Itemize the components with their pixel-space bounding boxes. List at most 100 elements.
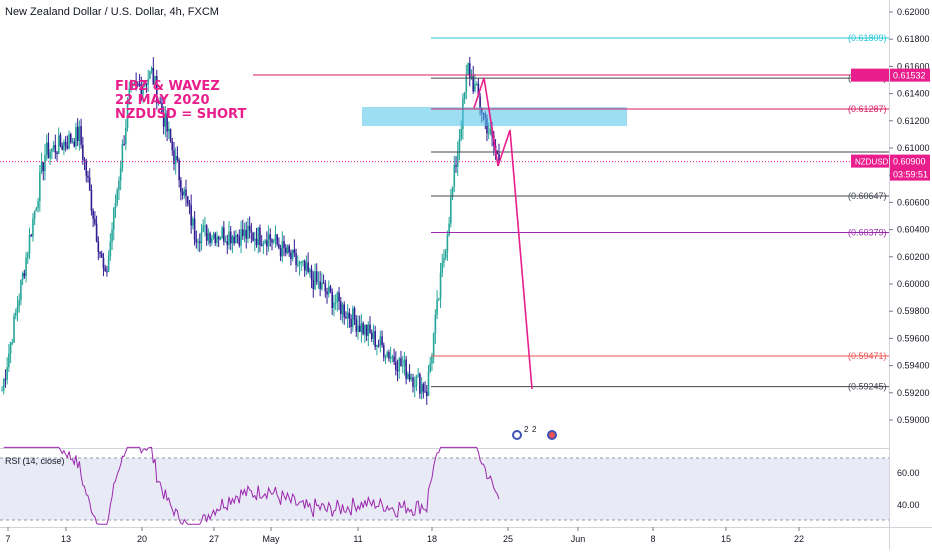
candle-body (233, 236, 235, 244)
candle-body (107, 256, 110, 272)
price-tick-label: 0.60400 (897, 225, 930, 235)
candle-body (26, 253, 29, 258)
candle-body (479, 96, 481, 108)
candle-body (226, 241, 229, 245)
candle-body (353, 308, 356, 320)
candle-body (463, 92, 466, 99)
candle-body (250, 230, 253, 233)
candle-body (137, 83, 139, 85)
candle-body (223, 227, 225, 242)
rsi-tick-label: 60.00 (897, 468, 920, 478)
candle-body (298, 262, 301, 265)
candle-body (214, 233, 217, 243)
candle-body (444, 251, 447, 258)
candle-body (327, 286, 330, 295)
candle-body (102, 257, 105, 269)
candle-body (334, 302, 337, 304)
candle-body (302, 260, 304, 262)
symbol-tag-label: NZDUSD (855, 158, 889, 167)
candle-body (25, 257, 27, 277)
candle-body (188, 203, 191, 206)
candle-body (465, 74, 468, 93)
candle-body (202, 225, 205, 232)
candle-body (405, 359, 407, 379)
candle-body (90, 189, 93, 211)
candle-body (346, 312, 349, 319)
price-tick-label: 0.61400 (897, 89, 930, 99)
fib-level-label: (0.61809) (848, 33, 887, 43)
candle-body (192, 218, 194, 226)
candle-body (112, 207, 115, 230)
candle-body (413, 386, 416, 388)
candle-body (243, 229, 246, 237)
time-tick-label: 8 (650, 534, 655, 544)
symbol-tag-bg (851, 154, 889, 168)
candle-body (264, 240, 266, 243)
candle-body (28, 234, 31, 254)
candle-body (300, 261, 303, 263)
price-tick-label: 0.59600 (897, 333, 930, 343)
candle-body (296, 264, 299, 266)
candle-body (162, 112, 165, 127)
candle-body (228, 231, 230, 245)
candle-body (49, 152, 51, 159)
time-tick-label: 25 (503, 534, 513, 544)
time-tick-label: May (262, 534, 280, 544)
candle-body (248, 225, 251, 231)
candle-body (333, 302, 335, 308)
candle-body (269, 234, 272, 240)
candle-body (436, 299, 438, 315)
candle-body (138, 84, 141, 86)
price-tick-label: 0.59400 (897, 361, 930, 371)
candle-body (271, 239, 273, 243)
candle-body (78, 126, 81, 142)
candle-body (252, 232, 254, 241)
resistance-zone (362, 107, 627, 126)
fib-level-label: (0.60379) (848, 227, 887, 237)
candle-body (168, 128, 170, 132)
candle-body (355, 319, 358, 332)
candle-body (100, 253, 103, 258)
time-tick-label: 13 (61, 534, 71, 544)
candle-body (288, 245, 290, 253)
candle-body (150, 68, 153, 71)
candle-body (123, 143, 125, 145)
price-tick-label: 0.61600 (897, 61, 930, 71)
candle-body (286, 245, 289, 254)
candle-body (422, 384, 425, 392)
candle-body (109, 241, 112, 257)
candle-body (169, 128, 172, 142)
price-tick-label: 0.59000 (897, 415, 930, 425)
candle-body (400, 358, 402, 366)
candle-body (219, 238, 222, 240)
candle-body (116, 190, 119, 204)
candle-body (374, 331, 376, 347)
candle-body (339, 301, 342, 315)
candle-body (240, 229, 242, 246)
candle-body (272, 240, 275, 243)
candle-body (164, 113, 167, 127)
time-tick-label: Jun (571, 534, 586, 544)
candle-body (389, 357, 392, 359)
candle-body (293, 249, 296, 254)
candle-body (9, 342, 12, 354)
price-tick-label: 0.60000 (897, 279, 930, 289)
candle-body (367, 324, 370, 336)
candle-body (171, 141, 174, 151)
time-tick-label: 18 (427, 534, 437, 544)
candle-body (64, 141, 67, 146)
candle-body (360, 323, 363, 332)
candle-body (37, 201, 39, 208)
candle-body (13, 315, 15, 343)
candle-body (408, 373, 411, 380)
candle-body (284, 247, 287, 254)
candle-body (152, 68, 155, 85)
fib-level-label: (0.59471) (848, 351, 887, 361)
candle-body (291, 249, 294, 260)
candle-body (197, 241, 199, 243)
candle-body (326, 291, 328, 295)
candle-body (235, 235, 237, 244)
candle-body (224, 241, 227, 243)
